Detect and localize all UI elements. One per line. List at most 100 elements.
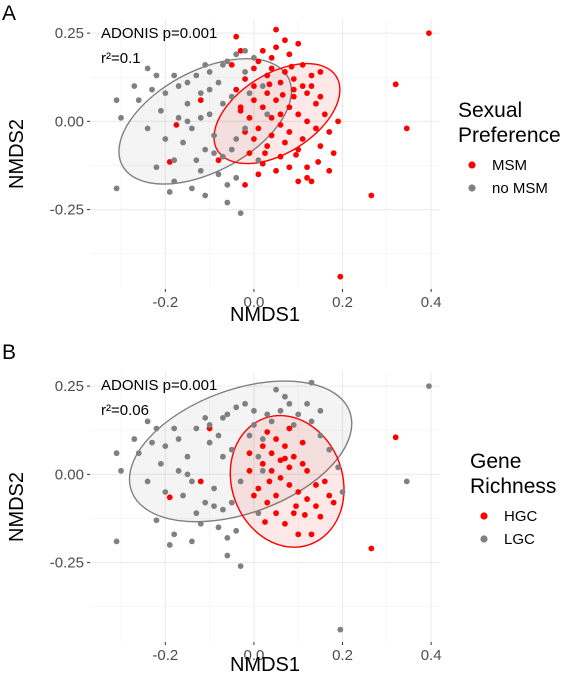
data-point	[171, 178, 178, 185]
data-point	[304, 164, 310, 171]
data-point	[131, 436, 138, 442]
data-point	[215, 171, 222, 178]
data-point	[290, 422, 297, 428]
y-tick-label: 0.25	[55, 378, 84, 395]
legend-item-label: MSM	[492, 157, 527, 174]
data-point	[251, 97, 257, 104]
data-point	[242, 400, 248, 407]
data-point	[251, 407, 257, 414]
x-tick-label: -0.2	[152, 647, 178, 664]
data-point	[268, 467, 275, 474]
data-point	[282, 69, 288, 75]
data-point	[282, 520, 288, 527]
r2-annotation: r²=0.06	[101, 402, 149, 419]
data-point	[368, 545, 375, 552]
adonis-annotation: ADONIS p=0.001	[101, 377, 217, 394]
y-tick-label: 0.25	[55, 25, 84, 42]
data-point	[290, 86, 297, 93]
data-point	[113, 97, 120, 104]
y-tick-label: 0.00	[55, 466, 84, 483]
data-point	[215, 79, 222, 86]
data-point	[266, 478, 273, 485]
data-point	[242, 76, 248, 82]
data-point	[237, 107, 244, 114]
data-point	[206, 86, 213, 93]
data-point	[193, 425, 200, 432]
data-point	[273, 97, 279, 104]
data-point	[233, 174, 240, 181]
data-point	[259, 104, 266, 111]
data-point	[193, 72, 200, 79]
data-point	[290, 76, 297, 82]
data-point	[251, 422, 257, 428]
data-point	[317, 93, 324, 100]
data-point	[228, 61, 235, 68]
data-point	[277, 474, 284, 481]
data-point	[197, 114, 204, 121]
data-point	[184, 100, 191, 107]
legend-title-line-2: Richness	[470, 475, 556, 498]
data-point	[286, 164, 293, 171]
data-point	[220, 100, 226, 107]
data-point	[175, 83, 182, 89]
data-point	[313, 125, 319, 132]
data-point	[255, 510, 262, 517]
data-point	[295, 146, 302, 153]
data-point	[184, 471, 191, 478]
data-point	[144, 65, 151, 72]
data-point	[237, 478, 244, 485]
data-point	[259, 47, 266, 54]
data-point	[335, 464, 342, 471]
data-point	[242, 125, 248, 132]
data-point	[268, 65, 275, 72]
data-point	[337, 626, 344, 633]
data-point	[308, 418, 315, 425]
data-point	[321, 478, 328, 485]
data-point	[304, 174, 310, 181]
data-point	[286, 51, 293, 58]
data-point	[215, 432, 222, 439]
legend-title-line-1: Sexual	[458, 99, 522, 122]
data-point	[299, 136, 306, 142]
data-point	[262, 150, 268, 157]
data-point	[166, 189, 173, 195]
data-point	[211, 132, 217, 139]
scatter-points	[113, 379, 432, 633]
data-point	[308, 379, 315, 386]
data-point	[266, 81, 273, 88]
data-point	[251, 492, 257, 499]
data-point	[392, 81, 399, 88]
data-point	[224, 411, 231, 418]
data-point	[157, 460, 164, 467]
data-point	[295, 411, 302, 418]
data-point	[277, 457, 284, 464]
data-point	[162, 443, 169, 450]
data-point	[166, 494, 173, 501]
data-point	[255, 453, 262, 460]
data-point	[233, 136, 240, 142]
data-point	[131, 83, 138, 89]
x-tick-label: 0.2	[332, 294, 353, 311]
data-point	[188, 538, 195, 545]
data-point	[135, 450, 142, 457]
data-point	[301, 512, 308, 518]
data-point	[326, 492, 333, 499]
data-point	[251, 65, 257, 72]
y-axis-ticks: -0.25 0.00 0.25	[50, 25, 90, 219]
data-point	[290, 510, 297, 517]
data-point	[264, 143, 271, 149]
data-point	[246, 432, 253, 439]
data-point	[403, 125, 410, 132]
data-point	[286, 464, 293, 471]
data-point	[224, 199, 231, 206]
data-point	[277, 407, 284, 414]
data-point	[233, 86, 240, 93]
data-point	[259, 460, 266, 467]
data-point	[304, 496, 310, 502]
data-point	[149, 439, 155, 446]
legend-key-marker	[480, 512, 488, 520]
data-point	[317, 432, 324, 439]
data-point	[326, 129, 333, 135]
data-point	[273, 510, 279, 517]
data-point	[197, 97, 204, 104]
